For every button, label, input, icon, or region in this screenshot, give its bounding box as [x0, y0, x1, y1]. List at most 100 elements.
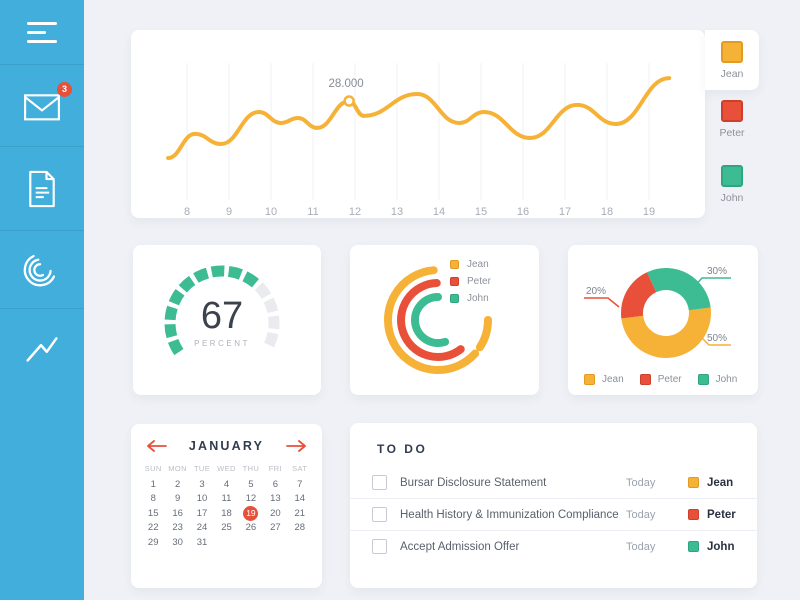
calendar-day[interactable]: 7: [297, 478, 303, 490]
assignee-name: John: [707, 540, 735, 553]
line-chart-card: 8 9 10 11 12 13 14 15 16 17 18 19 28.000: [131, 30, 705, 218]
todo-checkbox[interactable]: [372, 507, 387, 522]
radial-chart-icon: [23, 254, 56, 286]
leader-line: [691, 277, 731, 290]
calendar-weekday-row: SUN MON TUE WED THU FRI SAT: [131, 460, 322, 475]
highlighted-data-point[interactable]: [343, 95, 355, 107]
calendar-day[interactable]: 24: [196, 522, 208, 534]
data-point-annotation: 28.000: [329, 78, 364, 90]
calendar-day[interactable]: 4: [223, 478, 230, 490]
prev-month-button[interactable]: [146, 440, 168, 452]
calendar-day[interactable]: 23: [172, 522, 183, 534]
calendar-day[interactable]: 22: [147, 522, 159, 534]
radial-arc-jean: [384, 266, 480, 374]
radial-legend-item-jean[interactable]: Jean: [450, 258, 491, 270]
weekday-label: SUN: [144, 464, 162, 473]
radial-chart: [384, 266, 492, 374]
sidebar-item-menu[interactable]: [0, 0, 84, 64]
calendar-day[interactable]: 26: [245, 522, 257, 534]
mail-icon: [24, 93, 60, 120]
gauge-segment-filled: [168, 338, 184, 356]
donut-legend-item-peter[interactable]: Peter: [639, 374, 682, 385]
next-month-button[interactable]: [285, 440, 307, 452]
calendar-day[interactable]: 21: [294, 507, 306, 519]
x-tick-label: 13: [391, 206, 403, 218]
todo-card: TO DO Bursar Disclosure Statement Today Je…: [350, 423, 757, 588]
todo-checkbox[interactable]: [372, 539, 387, 554]
calendar-day[interactable]: 15: [147, 507, 159, 519]
donut-slice-jean[interactable]: [621, 307, 711, 358]
calendar-day[interactable]: 2: [174, 478, 181, 490]
gauge-segment-empty: [254, 282, 272, 300]
calendar-day[interactable]: 1: [150, 478, 156, 490]
calendar-day[interactable]: 10: [196, 493, 208, 505]
todo-task-label: Accept Admission Offer: [400, 540, 520, 553]
x-tick-label: 11: [307, 206, 318, 218]
calendar-day[interactable]: 5: [248, 478, 254, 490]
todo-row: Health History & Immunization Compliance…: [350, 499, 757, 531]
gauge-segment-filled: [178, 275, 196, 293]
gauge-segment-empty: [264, 331, 279, 348]
donut-slice-peter[interactable]: [621, 272, 657, 319]
slice-percent-label: 20%: [586, 286, 606, 297]
calendar-day[interactable]: 14: [294, 493, 306, 505]
sidebar-item-line-charts[interactable]: [0, 308, 84, 386]
calendar-day[interactable]: 11: [221, 493, 232, 505]
calendar-day[interactable]: 9: [174, 493, 181, 505]
calendar-day[interactable]: 25: [221, 522, 232, 534]
calendar-day[interactable]: 27: [270, 522, 281, 534]
calendar-day[interactable]: 29: [147, 536, 159, 548]
line-chart: 8 9 10 11 12 13 14 15 16 17 18 19 28.000: [166, 63, 672, 218]
calendar-day[interactable]: 28: [294, 522, 306, 534]
assignee-swatch: [688, 509, 699, 520]
assignee-swatch: [688, 477, 699, 488]
x-tick-label: 19: [643, 206, 655, 218]
x-tick-label: 15: [475, 206, 487, 218]
donut-legend-item-john[interactable]: John: [697, 374, 737, 385]
selected-day[interactable]: 19: [243, 505, 259, 521]
chart-legend-item-peter[interactable]: Peter: [705, 100, 759, 139]
legend-swatch: [697, 374, 709, 385]
calendar-day[interactable]: 12: [245, 493, 257, 505]
line-chart-icon: [26, 336, 58, 362]
calendar-day[interactable]: 8: [150, 493, 156, 505]
calendar-month-title: JANUARY: [188, 439, 265, 453]
radial-legend-item-john[interactable]: John: [450, 292, 491, 304]
sidebar-item-mail[interactable]: 3: [0, 64, 84, 146]
gauge-segment-filled: [164, 323, 178, 339]
donut-legend-item-jean[interactable]: Jean: [584, 374, 624, 385]
chart-legend-item-jean[interactable]: Jean: [705, 30, 759, 90]
calendar-day[interactable]: 17: [196, 507, 208, 519]
sidebar-item-radial-charts[interactable]: [0, 230, 84, 308]
legend-label: Jean: [467, 258, 489, 270]
calendar-day[interactable]: 30: [172, 536, 183, 548]
donut-chart-card: 30% 50% 20% Jean Peter John: [568, 245, 758, 395]
calendar-day[interactable]: 19: [239, 505, 263, 521]
weekday-label: SAT: [292, 464, 308, 473]
legend-label: John: [467, 292, 489, 304]
calendar-day[interactable]: 3: [199, 478, 205, 490]
arrow-right-icon: [286, 440, 306, 452]
sidebar-item-documents[interactable]: [0, 146, 84, 230]
legend-label: Peter: [467, 275, 491, 287]
x-tick-label: 18: [601, 206, 613, 218]
chart-legend-item-john[interactable]: John: [705, 165, 759, 204]
donut-slice-john[interactable]: [646, 268, 711, 311]
peter-swatch: [721, 100, 743, 122]
calendar-day[interactable]: 31: [196, 536, 208, 548]
calendar-day[interactable]: 20: [270, 507, 281, 519]
mail-badge: 3: [57, 81, 72, 97]
radial-legend: Jean Peter John: [450, 258, 491, 304]
calendar-day[interactable]: 16: [172, 507, 183, 519]
x-tick-label: 17: [559, 206, 571, 218]
gauge-segment-filled: [210, 265, 225, 278]
gauge-segment-filled: [164, 305, 178, 321]
calendar-day[interactable]: 18: [221, 507, 232, 519]
todo-due-label: Today: [626, 508, 656, 521]
radial-legend-item-peter[interactable]: Peter: [450, 275, 491, 287]
weekday-label: WED: [217, 464, 236, 473]
calendar-day[interactable]: 13: [270, 493, 281, 505]
calendar-day[interactable]: 6: [272, 478, 278, 490]
todo-checkbox[interactable]: [372, 475, 387, 490]
todo-due-label: Today: [626, 476, 656, 489]
